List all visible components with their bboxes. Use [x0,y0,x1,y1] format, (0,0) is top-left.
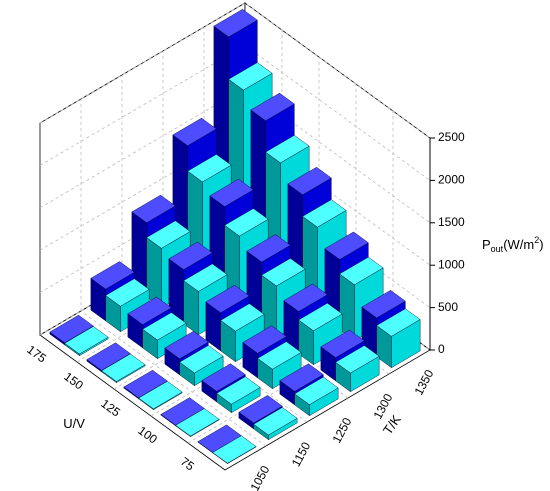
bar-top [213,9,258,38]
bar-top [250,92,295,121]
grid-line [39,2,431,139]
bar-top [201,363,246,392]
bar-top [123,369,168,399]
z-label-sup: 2 [534,235,539,245]
bar-top [335,345,380,374]
bar-top [64,326,109,355]
z-label-end: ) [539,237,543,252]
bar [101,353,146,384]
z-tick-label: 1500 [438,215,465,229]
bar [212,435,257,465]
bar-top [179,345,224,374]
bar [142,312,187,360]
bar-top [298,302,343,332]
z-tick-label: 1000 [438,257,465,271]
z-tick-label: 500 [438,300,458,314]
y-tick-label: 125 [98,396,123,419]
bar-top [361,290,406,319]
bar-top [246,234,291,263]
bar-top [90,261,135,290]
bar-top [209,178,254,207]
bar-top [287,166,332,196]
y-axis-label: U/V [63,416,85,431]
z-label-sub: out [491,244,504,254]
bar-top [376,308,421,337]
bar-top [168,241,213,270]
bar-top [324,231,369,260]
z-tick-label: 2000 [438,173,465,187]
grid-line [39,87,431,224]
bar-top [164,330,209,360]
x-tick-label: 1050 [248,463,273,491]
y-tick-label: 150 [61,369,86,392]
bar-top [183,263,228,292]
bar [376,308,421,369]
bar [216,376,261,414]
bar-top [142,312,187,341]
bar-top [224,208,269,237]
bar-top [339,256,384,285]
bar-top [279,363,324,392]
grid-line [39,44,431,181]
bar-top [138,381,183,410]
x-tick-label: 1350 [412,367,437,397]
bar [294,376,339,417]
bar-top [101,353,146,382]
bar-top [49,314,94,344]
bar [64,326,109,357]
bar-top [216,376,261,405]
bar-top [302,199,347,228]
z-label-base: P [482,237,491,252]
grid-line [39,129,431,266]
bar-top [105,278,150,307]
z-label-main: (W/m [503,237,534,252]
y-tick-label: 175 [24,342,49,365]
bar [175,408,220,438]
bar-top [220,303,265,332]
z-tick-label: 0 [438,342,445,356]
bar-top [175,408,220,437]
bar [253,407,298,441]
floor-grid-line [80,310,267,447]
bars [49,9,421,465]
y-tick-label: 75 [178,454,197,473]
z-tick-label: 2500 [438,130,465,144]
bar [257,341,302,390]
bar-top [242,325,287,354]
bar [335,345,380,393]
bar-top [86,342,131,371]
bar-top [131,194,176,223]
bar-top [294,376,339,405]
bar-top [283,283,328,312]
y-tick-label: 100 [135,423,160,446]
bar-top [205,284,250,313]
bar-top [172,117,217,146]
bar-top [320,329,365,358]
bar-top [253,407,298,436]
bar-top [238,395,283,424]
bar-top [187,154,232,183]
x-tick-label: 1250 [330,415,355,445]
bar-top [146,220,191,249]
bar-top [127,296,172,325]
bar-top [265,135,310,164]
z-axis-label: Pout(W/m2) [482,235,544,254]
bar-top [261,258,306,287]
labels: 0500100015002000250010501150125013001350… [24,130,465,491]
x-tick-label: 1150 [289,439,314,469]
bar-top [212,435,257,464]
bar [138,381,183,411]
bar-top [228,62,273,91]
bar-top [257,341,302,370]
